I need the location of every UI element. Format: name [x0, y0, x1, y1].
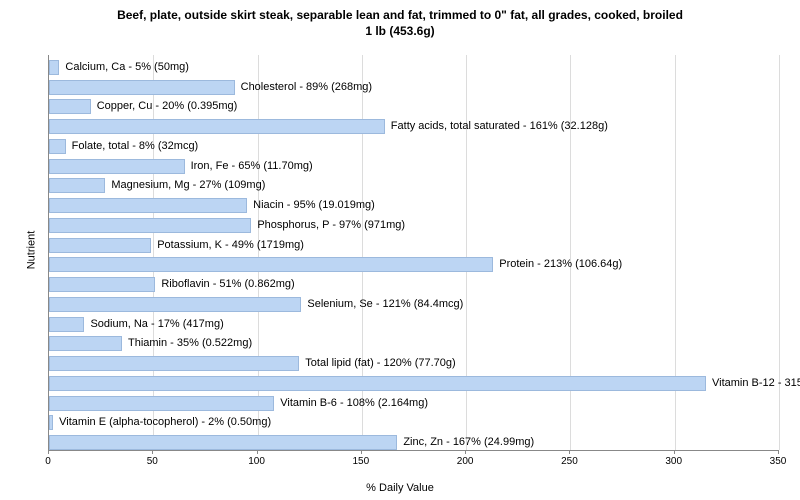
bar-label: Iron, Fe - 65% (11.70mg)	[191, 160, 313, 172]
bar	[49, 139, 66, 154]
bar	[49, 99, 91, 114]
chart-title: Beef, plate, outside skirt steak, separa…	[0, 0, 800, 39]
bar-label: Copper, Cu - 20% (0.395mg)	[97, 100, 238, 112]
bar-label: Vitamin B-12 - 315% (18.92mcg)	[712, 377, 800, 389]
bar-label: Niacin - 95% (19.019mg)	[253, 199, 375, 211]
bar-row: Cholesterol - 89% (268mg)	[49, 79, 779, 97]
bar-label: Total lipid (fat) - 120% (77.70g)	[305, 357, 455, 369]
x-tick-label: 300	[665, 456, 682, 467]
y-axis-label: Nutrient	[25, 231, 37, 270]
bar	[49, 178, 105, 193]
bar-row: Iron, Fe - 65% (11.70mg)	[49, 158, 779, 176]
bar-row: Niacin - 95% (19.019mg)	[49, 197, 779, 215]
bar-label: Vitamin B-6 - 108% (2.164mg)	[280, 397, 428, 409]
bar	[49, 159, 185, 174]
bar-label: Riboflavin - 51% (0.862mg)	[161, 278, 294, 290]
x-axis-label: % Daily Value	[366, 482, 434, 494]
bar-label: Protein - 213% (106.64g)	[499, 258, 622, 270]
bar-label: Fatty acids, total saturated - 161% (32.…	[391, 120, 608, 132]
bar-row: Phosphorus, P - 97% (971mg)	[49, 217, 779, 235]
gridline	[779, 55, 780, 450]
bar-row: Folate, total - 8% (32mcg)	[49, 138, 779, 156]
bar	[49, 218, 251, 233]
nutrient-chart: Beef, plate, outside skirt steak, separa…	[0, 0, 800, 500]
x-tick-label: 350	[770, 456, 787, 467]
bar	[49, 415, 53, 430]
x-tick-label: 200	[457, 456, 474, 467]
bars-container: Calcium, Ca - 5% (50mg) Cholesterol - 89%…	[49, 55, 779, 456]
bar-label: Vitamin E (alpha-tocopherol) - 2% (0.50m…	[59, 416, 271, 428]
bar-label: Zinc, Zn - 167% (24.99mg)	[403, 436, 534, 448]
bar-row: Magnesium, Mg - 27% (109mg)	[49, 177, 779, 195]
bar	[49, 396, 274, 411]
bar-row: Vitamin B-6 - 108% (2.164mg)	[49, 395, 779, 413]
title-line2: 1 lb (453.6g)	[365, 24, 434, 38]
bar-row: Calcium, Ca - 5% (50mg)	[49, 59, 779, 77]
bar-label: Potassium, K - 49% (1719mg)	[157, 239, 304, 251]
bar-row: Vitamin B-12 - 315% (18.92mcg)	[49, 375, 779, 393]
bar	[49, 356, 299, 371]
bar	[49, 435, 397, 450]
bar-row: Total lipid (fat) - 120% (77.70g)	[49, 355, 779, 373]
bar-label: Calcium, Ca - 5% (50mg)	[65, 61, 188, 73]
bar-row: Zinc, Zn - 167% (24.99mg)	[49, 434, 779, 452]
bar	[49, 336, 122, 351]
bar-row: Copper, Cu - 20% (0.395mg)	[49, 98, 779, 116]
x-tick-label: 150	[353, 456, 370, 467]
bar	[49, 277, 155, 292]
bar	[49, 119, 385, 134]
plot-area: Calcium, Ca - 5% (50mg) Cholesterol - 89%…	[48, 55, 779, 451]
bar-label: Selenium, Se - 121% (84.4mcg)	[307, 298, 463, 310]
bar-label: Phosphorus, P - 97% (971mg)	[257, 219, 405, 231]
bar-row: Protein - 213% (106.64g)	[49, 256, 779, 274]
bar-label: Magnesium, Mg - 27% (109mg)	[111, 179, 265, 191]
bar	[49, 297, 301, 312]
bar	[49, 80, 235, 95]
bar-row: Vitamin E (alpha-tocopherol) - 2% (0.50m…	[49, 414, 779, 432]
bar	[49, 376, 706, 391]
bar-row: Potassium, K - 49% (1719mg)	[49, 237, 779, 255]
title-line1: Beef, plate, outside skirt steak, separa…	[117, 8, 683, 22]
bar	[49, 60, 59, 75]
bar-label: Cholesterol - 89% (268mg)	[241, 81, 372, 93]
bar-row: Riboflavin - 51% (0.862mg)	[49, 276, 779, 294]
bar	[49, 198, 247, 213]
x-tick-label: 250	[561, 456, 578, 467]
bar-label: Sodium, Na - 17% (417mg)	[90, 318, 223, 330]
x-tick-label: 0	[45, 456, 51, 467]
x-tick-label: 50	[147, 456, 158, 467]
bar-label: Thiamin - 35% (0.522mg)	[128, 337, 252, 349]
bar	[49, 257, 493, 272]
bar-row: Sodium, Na - 17% (417mg)	[49, 316, 779, 334]
bar-row: Thiamin - 35% (0.522mg)	[49, 335, 779, 353]
x-tick-label: 100	[248, 456, 265, 467]
bar-row: Selenium, Se - 121% (84.4mcg)	[49, 296, 779, 314]
bar-label: Folate, total - 8% (32mcg)	[72, 140, 199, 152]
bar-row: Fatty acids, total saturated - 161% (32.…	[49, 118, 779, 136]
bar	[49, 317, 84, 332]
bar	[49, 238, 151, 253]
